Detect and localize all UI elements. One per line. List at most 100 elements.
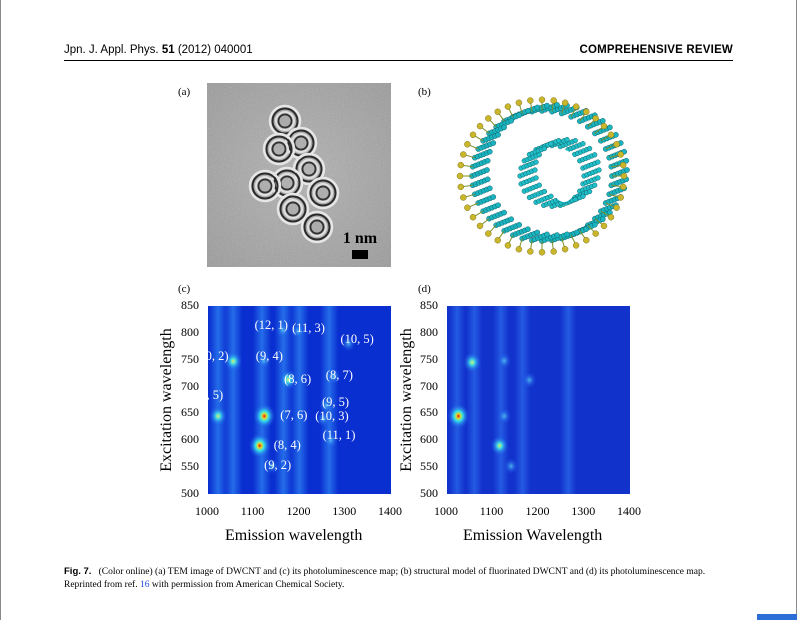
caption-text-end: with permission from American Chemical S…	[151, 580, 345, 590]
pl-peak	[447, 403, 470, 429]
outer-tube	[456, 96, 630, 256]
tem-tube	[248, 169, 282, 203]
pl-peak	[522, 372, 537, 389]
running-header-citation: Jpn. J. Appl. Phys. 51 (2012) 040001	[64, 44, 253, 56]
peak-label: (10, 3)	[315, 408, 349, 423]
pl-peak	[209, 405, 228, 427]
peak-label: (11, 3)	[292, 321, 325, 336]
pl-map-d	[447, 306, 630, 494]
peak-label: (9, 2)	[264, 458, 292, 473]
pl-peak	[326, 368, 341, 385]
pl-peak	[248, 433, 271, 459]
peak-label: (12, 1)	[254, 318, 288, 333]
peak-label: (9, 4)	[255, 348, 283, 363]
x-tick-label: 1200	[525, 504, 550, 518]
pl-peak	[275, 322, 290, 339]
journal-volume: 51	[161, 44, 175, 56]
y-tick-label: 750	[420, 351, 438, 366]
x-tick-label: 1300	[571, 504, 596, 518]
pl-peak	[490, 435, 509, 457]
pl-peak	[463, 352, 482, 373]
y-tick-label: 800	[181, 324, 199, 339]
x-tick-label: 1300	[332, 504, 357, 518]
emission-streak	[209, 306, 228, 494]
inner-tube	[517, 136, 602, 210]
emission-streak	[514, 306, 531, 494]
pl-peak	[319, 397, 333, 414]
y-tick-label: 550	[420, 459, 438, 474]
article-year-number: (2012) 040001	[177, 44, 253, 56]
pl-peak	[504, 458, 518, 475]
pl-peak	[224, 350, 243, 372]
y-axis-title-c: Excitation wavelength	[158, 328, 175, 472]
y-tick-label: 850	[181, 298, 199, 312]
tem-tube	[268, 104, 302, 138]
figure-caption: Fig. 7. (Color online) (a) TEM image of …	[64, 565, 736, 592]
y-tick-label: 850	[420, 298, 438, 312]
y-tick-label: 800	[420, 324, 438, 339]
pl-peak	[265, 458, 279, 475]
y-tick-label: 600	[420, 432, 438, 447]
journal-name: Jpn. J. Appl. Phys.	[64, 44, 159, 56]
pl-peak	[253, 403, 276, 429]
tem-tube	[300, 210, 334, 244]
tem-tube	[306, 176, 340, 210]
x-tick-label: 1200	[286, 504, 311, 518]
emission-streak	[274, 306, 293, 494]
emission-streak	[449, 306, 466, 494]
y-tick-label: 700	[420, 378, 438, 393]
peak-label: (8, 6)	[284, 371, 312, 386]
figure-number: Fig. 7.	[64, 566, 92, 577]
x-axis-title-c: Emission wavelength	[225, 527, 363, 544]
reference-link[interactable]: 16	[139, 580, 150, 590]
tem-image: 1 nm	[207, 83, 391, 267]
y-tick-label: 700	[181, 378, 199, 393]
emission-streak	[560, 306, 577, 494]
panel-label-b: (b)	[418, 86, 431, 98]
pl-peak	[256, 352, 271, 369]
x-tick-label: 1400	[617, 504, 641, 518]
y-tick-label: 750	[181, 351, 199, 366]
y-axis-title-d: Excitation wavelength	[398, 328, 415, 472]
pl-map-c	[208, 306, 391, 494]
peak-label: (8, 4)	[273, 437, 301, 452]
tem-tube	[262, 132, 296, 166]
peak-label: (11, 1)	[322, 428, 356, 443]
pl-peak	[316, 410, 331, 427]
panel-label-a: (a)	[178, 86, 191, 98]
dwcnt-model	[456, 96, 630, 256]
x-axis-title-d: Emission Wavelength	[463, 527, 603, 544]
emission-streak	[466, 306, 483, 494]
y-tick-label: 600	[181, 432, 199, 447]
tem-tube	[276, 192, 310, 226]
y-tick-label: 650	[420, 405, 438, 420]
x-tick-label: 1400	[378, 504, 402, 518]
x-tick-label: 1000	[434, 504, 458, 518]
y-tick-label: 500	[420, 486, 438, 500]
y-tick-label: 550	[181, 459, 199, 474]
pl-peak	[341, 335, 356, 352]
peak-label: (9, 5)	[322, 395, 350, 410]
panel-label-d: (d)	[418, 283, 431, 295]
scale-bar-group: 1 nm	[343, 230, 378, 259]
panel-label-c: (c)	[178, 283, 191, 295]
peak-label: (7, 6)	[280, 408, 308, 423]
scale-bar	[352, 250, 368, 259]
y-tick-label: 500	[181, 486, 199, 500]
peak-label: (8, 7)	[325, 368, 353, 383]
pl-peak	[279, 369, 298, 390]
pl-peak	[291, 323, 306, 340]
emission-streak	[290, 306, 309, 494]
viewer-corner-tab[interactable]	[757, 614, 797, 620]
page-border-left	[0, 0, 1, 620]
tem-tube	[292, 152, 326, 186]
tube-bore	[550, 150, 578, 202]
x-tick-label: 1100	[479, 504, 504, 518]
y-tick-label: 650	[181, 405, 199, 420]
peak-label: (7, 5)	[196, 388, 224, 403]
x-tick-label: 1100	[240, 504, 265, 518]
emission-streak	[224, 306, 243, 494]
caption-text: (Color online) (a) TEM image of DWCNT an…	[64, 567, 706, 590]
header-rule	[64, 60, 733, 61]
pl-peak	[497, 408, 512, 425]
